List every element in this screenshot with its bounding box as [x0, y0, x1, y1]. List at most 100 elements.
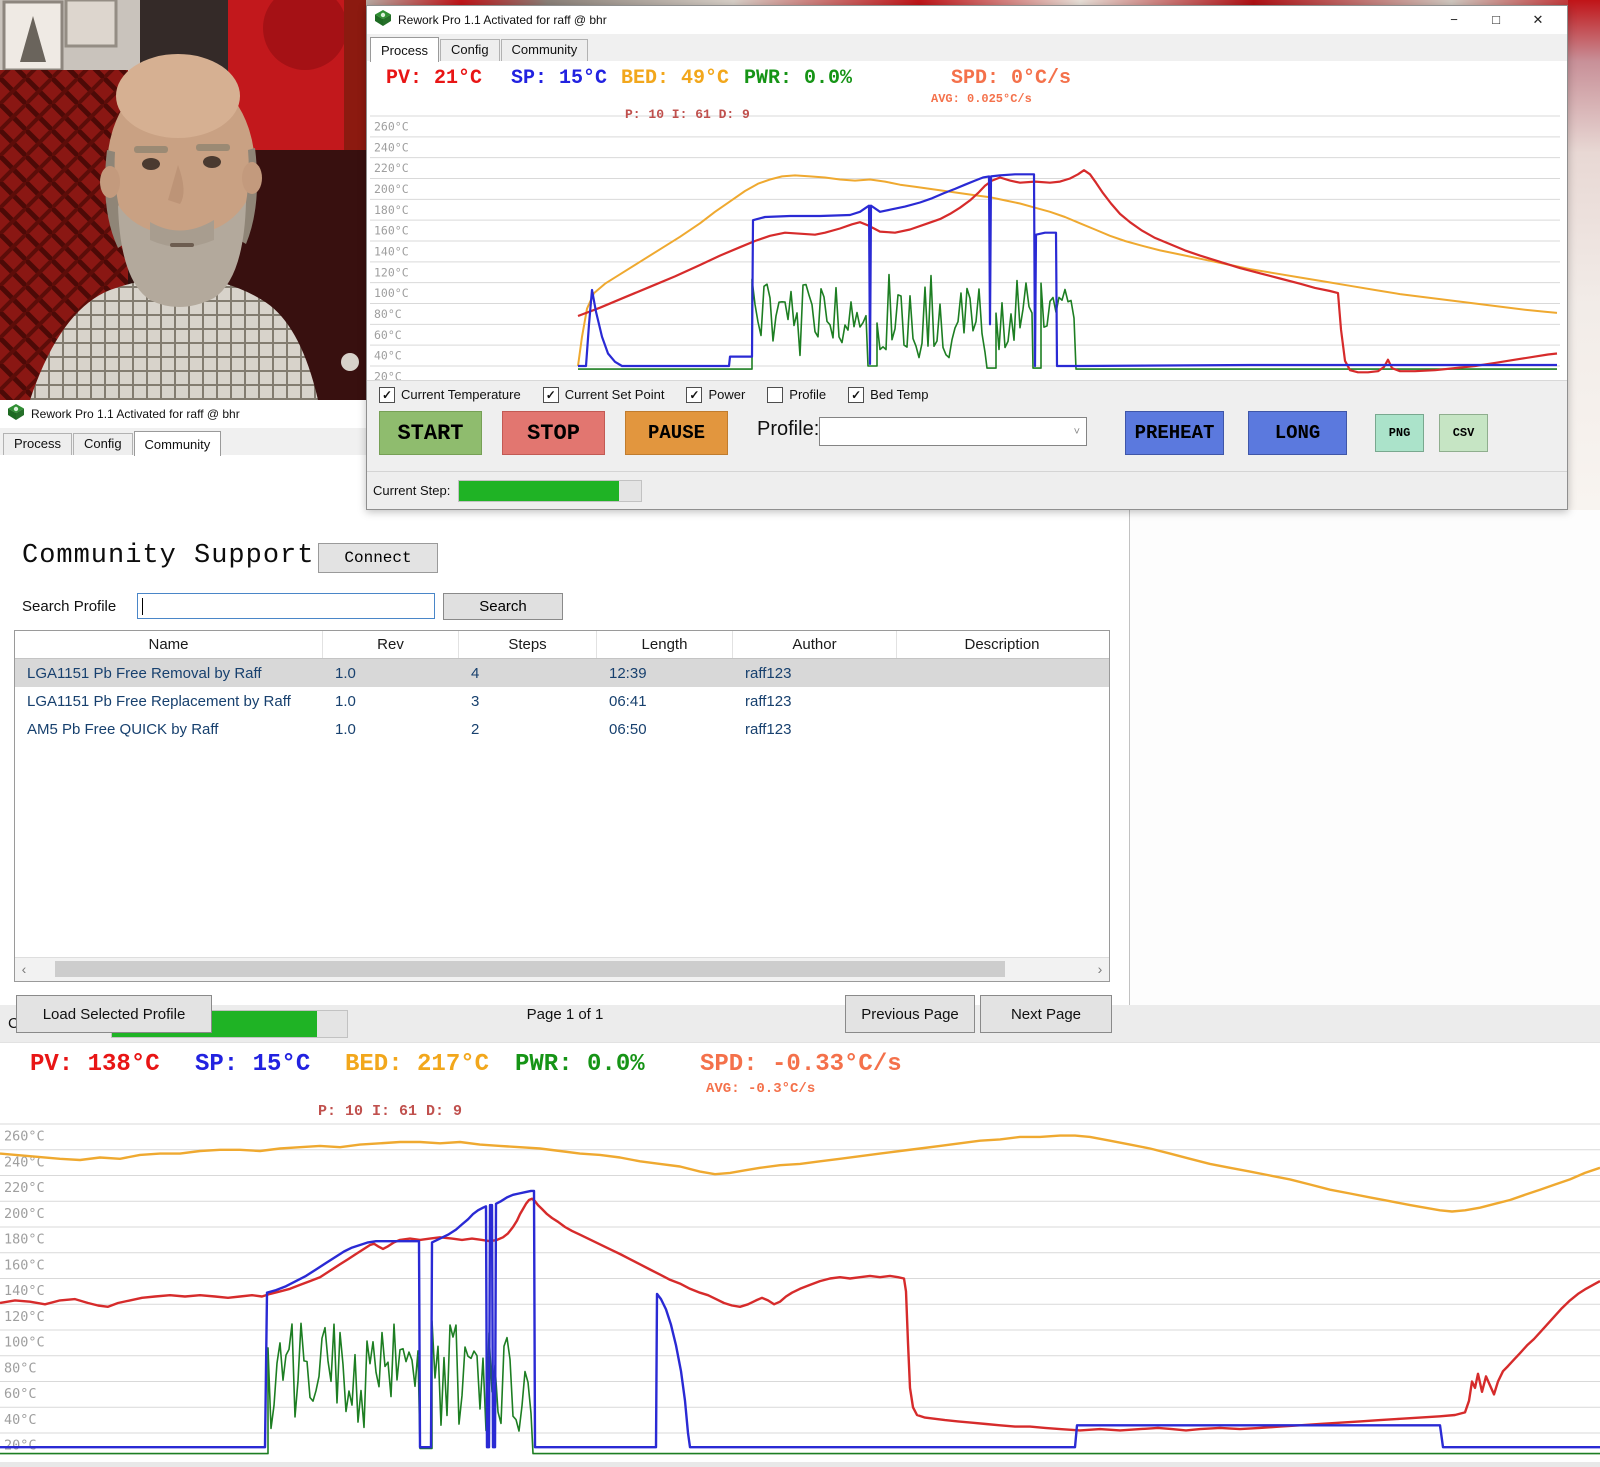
- current-step-label: Current Step:: [373, 483, 450, 498]
- svg-text:180°C: 180°C: [4, 1232, 45, 1248]
- legend-checkbox-profile[interactable]: Profile: [767, 387, 826, 403]
- bed-readout: BED: 49°C: [621, 67, 729, 90]
- svg-text:40°C: 40°C: [374, 349, 402, 363]
- legend-label: Current Set Point: [565, 387, 665, 402]
- table-cell: 1.0: [323, 693, 459, 710]
- community-heading: Community Support: [22, 541, 314, 571]
- bottom-stats-row: PV: 138°C SP: 15°C BED: 217°C PWR: 0.0% …: [0, 1043, 1600, 1101]
- top-temperature-chart: 260°C240°C220°C200°C180°C160°C140°C120°C…: [370, 106, 1560, 380]
- search-button[interactable]: Search: [443, 593, 563, 620]
- legend-label: Current Temperature: [401, 387, 521, 402]
- svg-text:20°C: 20°C: [4, 1438, 37, 1454]
- svg-text:260°C: 260°C: [374, 119, 409, 133]
- next-page-button[interactable]: Next Page: [980, 995, 1112, 1033]
- svg-text:140°C: 140°C: [374, 244, 409, 258]
- control-panel: ✓ Current Temperature ✓ Current Set Point ✓ P…: [367, 380, 1567, 509]
- button-row: START STOP PAUSE Profile: ˅ PREHEAT LONG…: [367, 408, 1567, 464]
- pid-label: P: 10 I: 61 D: 9: [318, 1103, 462, 1120]
- scrollbar-thumb[interactable]: [55, 961, 1005, 977]
- table-row[interactable]: LGA1151 Pb Free Replacement by Raff1.030…: [15, 687, 1109, 715]
- webcam-feed: [0, 0, 366, 400]
- legend-checkbox-current-set-point[interactable]: ✓ Current Set Point: [543, 387, 665, 403]
- previous-page-button[interactable]: Previous Page: [845, 995, 975, 1033]
- table-row[interactable]: AM5 Pb Free QUICK by Raff1.0206:50raff12…: [15, 715, 1109, 743]
- profile-dropdown[interactable]: ˅: [819, 417, 1087, 446]
- checkbox-icon: ✓: [543, 387, 559, 403]
- column-header-description[interactable]: Description: [897, 631, 1107, 658]
- profile-dropdown-label: Profile:: [757, 418, 819, 441]
- svg-text:100°C: 100°C: [4, 1335, 45, 1351]
- svg-text:80°C: 80°C: [374, 307, 402, 321]
- table-cell: raff123: [733, 721, 897, 738]
- avg-readout: AVG: 0.025°C/s: [931, 92, 1032, 106]
- horizontal-scrollbar[interactable]: ‹ ›: [15, 957, 1109, 981]
- svg-text:260°C: 260°C: [4, 1129, 45, 1145]
- table-cell: raff123: [733, 693, 897, 710]
- bed-readout: BED: 217°C: [345, 1051, 489, 1078]
- search-profile-label: Search Profile: [22, 598, 116, 615]
- column-header-author[interactable]: Author: [733, 631, 897, 658]
- checkbox-icon: ✓: [379, 387, 395, 403]
- pwr-readout: PWR: 0.0%: [744, 67, 852, 90]
- column-header-length[interactable]: Length: [597, 631, 733, 658]
- top-chart-svg: 260°C240°C220°C200°C180°C160°C140°C120°C…: [370, 106, 1560, 380]
- long-button[interactable]: LONG: [1248, 411, 1347, 455]
- svg-text:40°C: 40°C: [4, 1412, 37, 1428]
- sp-readout: SP: 15°C: [511, 67, 607, 90]
- minimize-button[interactable]: −: [1433, 12, 1475, 28]
- tab-config[interactable]: Config: [73, 433, 133, 455]
- svg-text:160°C: 160°C: [374, 224, 409, 238]
- top-current-step-row: Current Step:: [367, 471, 1567, 509]
- chart-bottom-edge: [0, 1462, 1600, 1467]
- checkbox-icon: ✓: [848, 387, 864, 403]
- table-cell: AM5 Pb Free QUICK by Raff: [15, 721, 323, 738]
- svg-text:160°C: 160°C: [4, 1257, 45, 1273]
- current-step-progressbar: [458, 480, 642, 502]
- legend-checkbox-power[interactable]: ✓ Power: [686, 387, 745, 403]
- progress-fill: [459, 481, 619, 501]
- community-content: Community Support Connect Search Profile…: [0, 455, 1129, 999]
- tab-community[interactable]: Community: [134, 431, 222, 456]
- legend-label: Power: [708, 387, 745, 402]
- connect-button[interactable]: Connect: [318, 543, 438, 573]
- csv-export-button[interactable]: CSV: [1439, 414, 1488, 452]
- svg-text:240°C: 240°C: [374, 140, 409, 154]
- pv-readout: PV: 138°C: [30, 1051, 160, 1078]
- pause-button[interactable]: PAUSE: [625, 411, 728, 455]
- legend-row: ✓ Current Temperature ✓ Current Set Point ✓ P…: [367, 381, 1567, 408]
- table-cell: 1.0: [323, 721, 459, 738]
- maximize-button[interactable]: □: [1475, 12, 1517, 28]
- scroll-left-arrow[interactable]: ‹: [15, 958, 33, 980]
- search-profile-input[interactable]: [137, 593, 435, 619]
- tab-process[interactable]: Process: [3, 433, 72, 455]
- video-backdrop-right: [1568, 0, 1600, 510]
- column-header-name[interactable]: Name: [15, 631, 323, 658]
- stop-button[interactable]: STOP: [502, 411, 605, 455]
- svg-text:220°C: 220°C: [374, 161, 409, 175]
- webcam-illustration: [0, 0, 366, 400]
- table-cell: 12:39: [597, 665, 733, 682]
- tab-config[interactable]: Config: [440, 39, 500, 61]
- desktop-gap: [1130, 510, 1600, 1006]
- top-stats-row: PV: 21°C SP: 15°C BED: 49°C PWR: 0.0% SP…: [367, 61, 1567, 107]
- scroll-right-arrow[interactable]: ›: [1091, 958, 1109, 980]
- start-button[interactable]: START: [379, 411, 482, 455]
- preheat-button[interactable]: PREHEAT: [1125, 411, 1224, 455]
- sp-readout: SP: 15°C: [195, 1051, 310, 1078]
- legend-checkbox-current-temperature[interactable]: ✓ Current Temperature: [379, 387, 521, 403]
- legend-checkbox-bed-temp[interactable]: ✓Bed Temp: [848, 387, 928, 403]
- tab-process[interactable]: Process: [370, 37, 439, 62]
- column-header-rev[interactable]: Rev: [323, 631, 459, 658]
- spd-readout: SPD: 0°C/s: [951, 67, 1071, 90]
- checkbox-icon: ✓: [686, 387, 702, 403]
- spd-readout: SPD: -0.33°C/s: [700, 1051, 902, 1078]
- table-row[interactable]: LGA1151 Pb Free Removal by Raff1.0412:39…: [15, 659, 1109, 687]
- column-header-steps[interactable]: Steps: [459, 631, 597, 658]
- tab-community[interactable]: Community: [501, 39, 589, 61]
- table-cell: LGA1151 Pb Free Replacement by Raff: [15, 693, 323, 710]
- table-cell: raff123: [733, 665, 897, 682]
- svg-text:60°C: 60°C: [374, 328, 402, 342]
- close-button[interactable]: ✕: [1517, 12, 1559, 28]
- table-cell: 1.0: [323, 665, 459, 682]
- png-export-button[interactable]: PNG: [1375, 414, 1424, 452]
